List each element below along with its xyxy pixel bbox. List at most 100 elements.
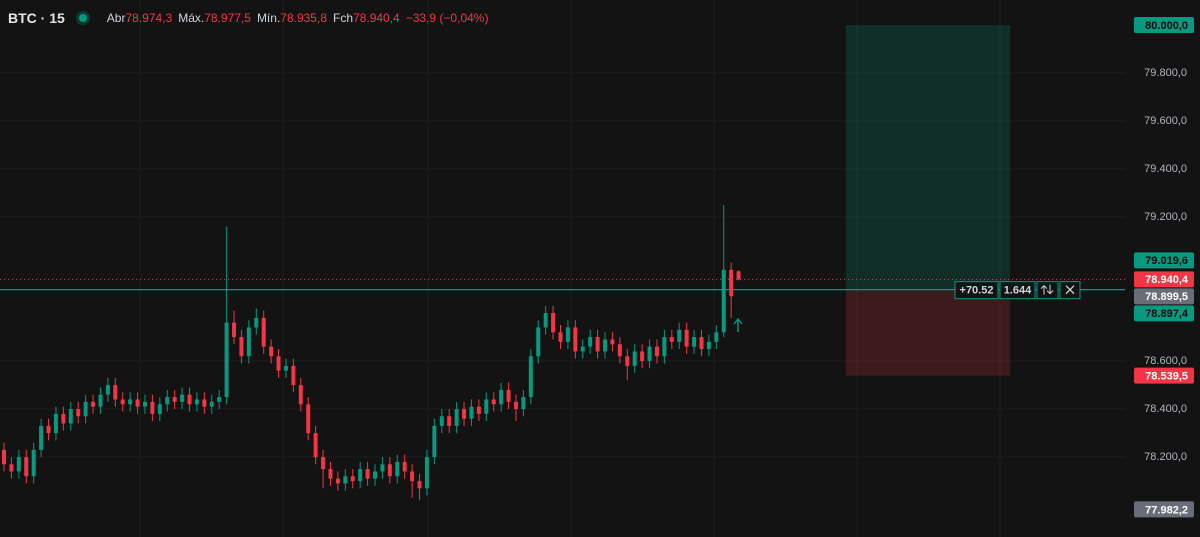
candle-body: [610, 339, 615, 345]
candle-body: [551, 313, 556, 333]
candle-body: [16, 457, 21, 472]
price-badge-label: 78.940,4: [1145, 274, 1189, 286]
candle-body: [135, 399, 140, 407]
candle-body: [150, 401, 155, 414]
candle-body: [239, 337, 244, 357]
y-tick-label: 79.600,0: [1144, 115, 1187, 127]
price-badge-label: 80.000,0: [1145, 20, 1188, 32]
close-label: Fch: [333, 11, 354, 25]
candle-body: [76, 409, 81, 417]
loss-zone: [846, 289, 1010, 376]
candle-body: [165, 397, 170, 405]
open-label: Abr: [106, 11, 126, 25]
close-value: 78.940,4: [353, 11, 400, 25]
open-value: 78.974,3: [125, 11, 173, 25]
y-tick-label: 79.200,0: [1144, 211, 1187, 223]
price-badge-label: 78.899,5: [1145, 291, 1188, 303]
candle-body: [350, 476, 355, 482]
candle-body: [647, 346, 652, 362]
candle-body: [484, 399, 489, 414]
candle-body: [91, 401, 96, 407]
candle-body: [343, 476, 348, 484]
candle-body: [2, 449, 6, 465]
candle-body: [202, 399, 207, 407]
candle-body: [395, 461, 400, 477]
price-badge: [1134, 252, 1194, 269]
candle-body: [521, 397, 526, 410]
y-tick-label: 79.400,0: [1144, 163, 1187, 175]
candle-body: [462, 409, 467, 419]
candle-body: [447, 416, 452, 426]
candle-body: [625, 356, 630, 366]
candle-body: [217, 397, 222, 402]
candle-body: [699, 337, 704, 350]
widget-box: [1036, 281, 1059, 300]
candle-body: [662, 337, 667, 357]
low-value: 78.935,8: [280, 11, 327, 25]
candle-body: [53, 413, 58, 434]
candle-body: [224, 322, 229, 398]
candle-body: [387, 464, 392, 477]
candle-body: [365, 469, 370, 479]
candle-body: [157, 404, 162, 414]
candle-body: [417, 481, 422, 489]
candle-body: [328, 469, 333, 479]
candle-body: [506, 389, 511, 402]
price-badge: [1134, 305, 1194, 322]
candle-body: [729, 269, 734, 297]
candle-body: [706, 341, 711, 350]
candle-body: [98, 394, 103, 407]
widget-box: [999, 281, 1036, 300]
signal-arrow: [733, 317, 743, 332]
price-badge-label: 77.982,2: [1145, 504, 1188, 516]
candle-body: [61, 413, 66, 424]
candle-body: [128, 399, 133, 405]
candle-body: [46, 425, 51, 434]
candle-body: [677, 329, 682, 342]
low-label: Mín.: [256, 11, 281, 25]
candle-body: [410, 471, 415, 482]
price-badge: [1134, 271, 1194, 288]
candle-body: [9, 464, 14, 472]
candle-body: [684, 329, 689, 347]
candle-body: [476, 406, 481, 414]
price-badge-label: 78.897,4: [1145, 308, 1189, 320]
candle-body: [39, 425, 44, 450]
widget-box: [954, 281, 999, 300]
candle-body: [669, 337, 674, 342]
candle-body: [469, 406, 474, 419]
y-tick-label: 79.800,0: [1144, 67, 1187, 79]
candle-body: [142, 401, 147, 407]
candle-body: [24, 457, 29, 477]
candle-body: [306, 404, 311, 434]
candle-body: [246, 327, 251, 357]
symbol[interactable]: BTC · 15: [8, 10, 65, 26]
candle-body: [380, 464, 385, 472]
candle-body: [588, 337, 593, 347]
candle-body: [558, 332, 563, 342]
price-badge-label: 79.019,6: [1145, 255, 1188, 267]
y-tick-label: 78.600,0: [1144, 355, 1187, 367]
candle-body: [31, 449, 36, 477]
candle-body: [120, 399, 125, 405]
candle-body: [617, 344, 622, 357]
close-icon[interactable]: [1065, 285, 1075, 295]
price-badge-label: 78.539,5: [1145, 370, 1188, 382]
price-badge: [1134, 16, 1194, 33]
candle-body: [499, 389, 504, 405]
candle-body: [105, 385, 110, 395]
y-tick-label: 78.200,0: [1144, 451, 1187, 463]
candle-body: [373, 471, 377, 479]
candle-body: [491, 399, 496, 405]
pnl-value: +70.52: [960, 285, 994, 297]
swap-icon[interactable]: [1040, 284, 1054, 295]
high-value: 78.977,5: [204, 11, 251, 25]
change-value: −33,9 (−0,04%): [405, 11, 489, 25]
status-dot: [78, 14, 87, 22]
candle-body: [232, 322, 237, 338]
candle-body: [194, 399, 199, 405]
header: BTC · 15 Abr 78.974,3 Máx. 78.977,5 Mín.…: [8, 10, 488, 26]
candle-body: [209, 401, 214, 407]
candle-body: [632, 351, 637, 366]
